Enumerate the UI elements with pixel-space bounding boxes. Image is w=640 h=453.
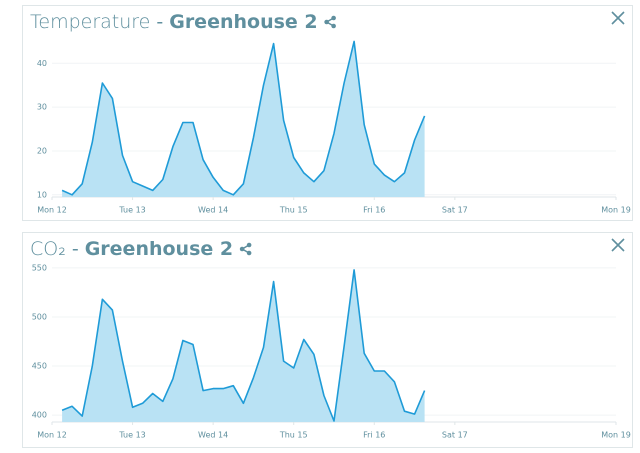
panel-title: Temperature - Greenhouse 2 xyxy=(30,11,318,33)
x-tick-label: Mon 12 xyxy=(37,206,67,215)
share-icon-dot xyxy=(239,246,245,252)
y-tick-label: 550 xyxy=(32,263,47,272)
title-location: Greenhouse 2 xyxy=(85,238,233,260)
title-location: Greenhouse 2 xyxy=(169,11,317,33)
y-tick-label: 20 xyxy=(37,146,47,155)
share-icon-dot xyxy=(246,250,252,256)
title-separator: - xyxy=(156,11,163,33)
share-button[interactable] xyxy=(239,242,252,256)
x-tick-label: Sat 17 xyxy=(442,431,468,440)
y-tick-label: 10 xyxy=(37,190,47,199)
y-tick-label: 500 xyxy=(32,312,47,321)
y-tick-label: 30 xyxy=(37,103,47,112)
panel-title: CO₂ - Greenhouse 2 xyxy=(30,238,233,260)
x-tick-label: Wed 14 xyxy=(198,431,228,440)
title-separator: - xyxy=(72,238,79,260)
share-icon-dot xyxy=(324,19,329,25)
title-metric: Temperature xyxy=(30,11,150,33)
close-button[interactable] xyxy=(611,11,625,25)
x-tick-label: Thu 15 xyxy=(279,206,308,215)
x-tick-label: Mon 12 xyxy=(37,431,67,440)
y-tick-label: 450 xyxy=(32,362,47,371)
share-icon-dot xyxy=(246,242,252,248)
x-tick-label: Mon 19 xyxy=(601,431,631,440)
x-tick-label: Sat 17 xyxy=(442,206,468,215)
x-tick-label: Fri 16 xyxy=(363,431,385,440)
x-tick-label: Wed 14 xyxy=(198,206,228,215)
share-icon-dot xyxy=(331,15,336,21)
y-tick-label: 400 xyxy=(32,411,47,420)
area-fill xyxy=(62,41,425,198)
line xyxy=(61,40,426,196)
close-button[interactable] xyxy=(611,238,625,252)
x-tick-label: Thu 15 xyxy=(279,431,308,440)
share-icon-dot xyxy=(331,23,336,29)
area-fill xyxy=(62,269,425,422)
x-tick-label: Mon 19 xyxy=(601,206,631,215)
y-tick-label: 40 xyxy=(37,59,47,68)
x-tick-label: Tue 13 xyxy=(118,431,145,440)
share-button[interactable] xyxy=(324,15,336,29)
title-metric: CO₂ xyxy=(30,238,66,260)
x-tick-label: Fri 16 xyxy=(363,206,385,215)
line xyxy=(61,269,426,422)
x-tick-label: Tue 13 xyxy=(118,206,145,215)
